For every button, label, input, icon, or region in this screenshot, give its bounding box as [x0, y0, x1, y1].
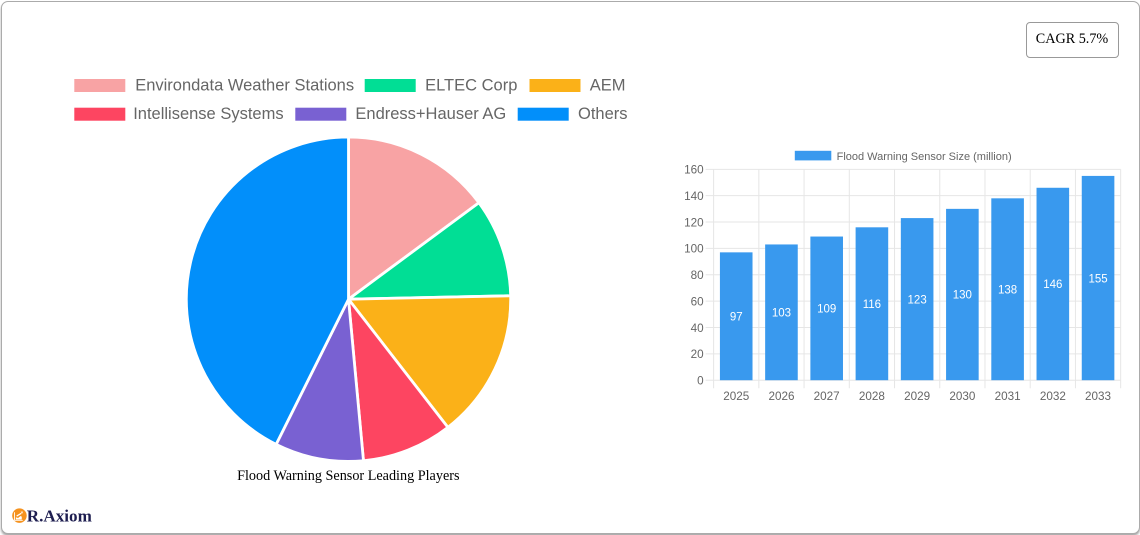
svg-text:146: 146	[1043, 279, 1062, 291]
svg-text:140: 140	[684, 190, 704, 203]
svg-text:0: 0	[697, 375, 704, 388]
svg-text:2026: 2026	[768, 390, 794, 403]
svg-text:2032: 2032	[1040, 390, 1066, 403]
svg-text:155: 155	[1088, 273, 1107, 285]
svg-text:130: 130	[953, 290, 972, 302]
svg-text:138: 138	[998, 284, 1017, 296]
svg-text:2025: 2025	[723, 390, 750, 403]
svg-text:116: 116	[863, 299, 881, 311]
svg-text:2029: 2029	[904, 390, 930, 403]
svg-text:2030: 2030	[949, 390, 976, 403]
svg-text:109: 109	[817, 304, 836, 316]
svg-text:40: 40	[691, 322, 705, 335]
svg-text:Intellisense Systems: Intellisense Systems	[133, 105, 283, 123]
svg-text:Flood Warning Sensor Leading P: Flood Warning Sensor Leading Players	[237, 468, 460, 484]
svg-text:120: 120	[684, 216, 704, 229]
svg-text:100: 100	[684, 243, 704, 256]
svg-text:97: 97	[730, 311, 743, 323]
svg-text:2033: 2033	[1085, 390, 1111, 403]
svg-text:Flood Warning Sensor Size (mil: Flood Warning Sensor Size (million)	[837, 151, 1012, 163]
svg-text:2028: 2028	[859, 390, 885, 403]
svg-text:2031: 2031	[995, 390, 1021, 403]
svg-text:Endress+Hauser AG: Endress+Hauser AG	[355, 105, 506, 123]
svg-text:ELTEC Corp: ELTEC Corp	[425, 76, 517, 94]
svg-text:60: 60	[691, 295, 705, 308]
svg-text:Others: Others	[578, 105, 628, 123]
svg-text:123: 123	[908, 294, 927, 306]
svg-text:80: 80	[691, 269, 705, 282]
svg-text:160: 160	[684, 164, 704, 177]
svg-text:Environdata Weather Stations: Environdata Weather Stations	[135, 76, 354, 94]
svg-text:103: 103	[772, 308, 791, 320]
svg-text:AEM: AEM	[590, 76, 626, 94]
svg-text:20: 20	[691, 348, 705, 361]
svg-text:2027: 2027	[814, 390, 840, 403]
svg-text:R.Axiom: R.Axiom	[27, 507, 92, 526]
